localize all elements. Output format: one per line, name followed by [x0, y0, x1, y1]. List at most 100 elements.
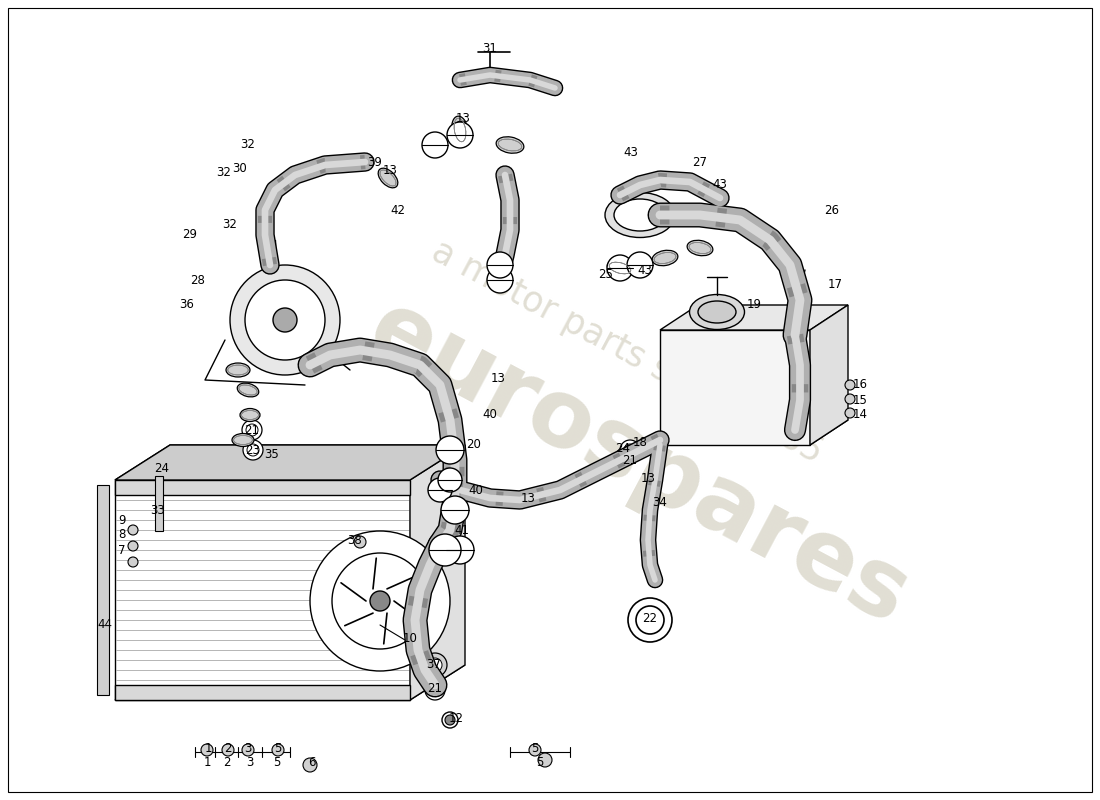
Circle shape	[446, 715, 455, 725]
Circle shape	[845, 394, 855, 404]
Text: 13: 13	[640, 471, 656, 485]
Text: 1: 1	[204, 755, 211, 769]
Text: 5: 5	[537, 755, 543, 769]
Circle shape	[422, 132, 448, 158]
Circle shape	[130, 527, 136, 533]
Text: 31: 31	[483, 42, 497, 54]
Text: 32: 32	[217, 166, 231, 178]
Circle shape	[487, 252, 513, 278]
Text: 2: 2	[224, 742, 232, 754]
Text: 1: 1	[205, 742, 211, 754]
Polygon shape	[116, 445, 465, 480]
Circle shape	[429, 684, 441, 696]
Circle shape	[627, 252, 653, 278]
Circle shape	[128, 557, 138, 567]
Text: a motor parts since 1985: a motor parts since 1985	[426, 234, 828, 470]
Circle shape	[354, 536, 366, 548]
Circle shape	[302, 758, 317, 772]
Text: 21: 21	[244, 423, 260, 437]
Text: 33: 33	[151, 503, 165, 517]
Text: 21: 21	[428, 682, 442, 694]
Polygon shape	[810, 305, 848, 445]
Circle shape	[128, 525, 138, 535]
Ellipse shape	[690, 294, 745, 330]
Ellipse shape	[232, 434, 254, 446]
Ellipse shape	[607, 260, 632, 276]
Text: 13: 13	[491, 371, 505, 385]
Circle shape	[243, 440, 263, 460]
Text: 40: 40	[483, 409, 497, 422]
Bar	[116, 480, 410, 700]
Text: 35: 35	[265, 449, 279, 462]
Circle shape	[620, 440, 640, 460]
Circle shape	[222, 744, 234, 756]
Text: 44: 44	[98, 618, 112, 631]
Text: 40: 40	[469, 483, 483, 497]
Text: 34: 34	[652, 495, 668, 509]
Circle shape	[624, 444, 636, 456]
Text: 5: 5	[531, 742, 539, 754]
Bar	[660, 330, 810, 445]
Ellipse shape	[605, 193, 675, 238]
Circle shape	[242, 744, 254, 756]
Text: 9: 9	[119, 514, 125, 526]
Circle shape	[245, 280, 324, 360]
Circle shape	[447, 122, 473, 148]
Circle shape	[538, 753, 552, 767]
Text: 28: 28	[190, 274, 206, 286]
Polygon shape	[116, 445, 465, 480]
Text: 27: 27	[693, 157, 707, 170]
Text: 2: 2	[223, 755, 231, 769]
Text: 18: 18	[632, 435, 648, 449]
Text: 8: 8	[119, 529, 125, 542]
Text: 19: 19	[747, 298, 761, 311]
Circle shape	[130, 543, 136, 549]
Text: 30: 30	[232, 162, 248, 174]
Circle shape	[242, 420, 262, 440]
Text: 38: 38	[348, 534, 362, 546]
Circle shape	[201, 744, 213, 756]
Bar	[116, 480, 410, 495]
Circle shape	[425, 680, 446, 700]
Text: 16: 16	[852, 378, 868, 391]
Circle shape	[310, 531, 450, 671]
Circle shape	[246, 424, 258, 436]
Text: 25: 25	[598, 269, 614, 282]
Text: eurospares: eurospares	[353, 283, 923, 645]
Text: 26: 26	[825, 203, 839, 217]
Text: 24: 24	[616, 442, 630, 454]
Text: 7: 7	[119, 543, 125, 557]
Circle shape	[442, 712, 458, 728]
Text: 5: 5	[273, 755, 280, 769]
Circle shape	[273, 308, 297, 332]
Circle shape	[446, 536, 474, 564]
Text: 20: 20	[466, 438, 482, 451]
Circle shape	[438, 468, 462, 492]
Ellipse shape	[614, 199, 666, 231]
Circle shape	[529, 744, 541, 756]
Text: 6: 6	[308, 757, 316, 770]
Text: 43: 43	[713, 178, 727, 191]
Ellipse shape	[652, 250, 678, 266]
Circle shape	[370, 591, 390, 611]
Circle shape	[436, 436, 464, 464]
Circle shape	[607, 255, 632, 281]
Text: 32: 32	[222, 218, 238, 231]
Text: 13: 13	[383, 163, 397, 177]
Circle shape	[845, 408, 855, 418]
Polygon shape	[660, 305, 848, 330]
Polygon shape	[660, 420, 848, 445]
Circle shape	[428, 478, 452, 502]
Ellipse shape	[688, 240, 713, 256]
Text: 15: 15	[852, 394, 868, 406]
Text: 39: 39	[367, 157, 383, 170]
Bar	[97, 485, 109, 695]
Text: 23: 23	[245, 443, 261, 457]
Text: 13: 13	[520, 491, 536, 505]
Circle shape	[130, 559, 136, 565]
Circle shape	[248, 444, 258, 456]
Circle shape	[441, 496, 469, 524]
Text: 43: 43	[638, 263, 652, 277]
Text: 29: 29	[183, 229, 198, 242]
Polygon shape	[410, 445, 465, 700]
